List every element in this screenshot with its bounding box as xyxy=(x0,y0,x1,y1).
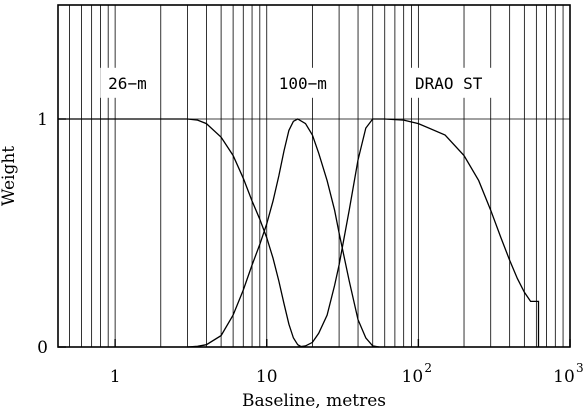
annotation-box-2 xyxy=(270,67,336,98)
y-axis-label: Weight xyxy=(0,146,19,206)
plot-frame xyxy=(57,4,571,348)
annotation-label-2: 100−m xyxy=(279,74,327,93)
x-tick-label: 10 xyxy=(256,367,278,387)
annotation-box-3 xyxy=(406,67,492,98)
x-tick-label: 10 xyxy=(402,367,424,387)
series-line-3 xyxy=(297,118,540,348)
x-tick-exponent: 2 xyxy=(424,361,432,375)
x-axis-label: Baseline, metres xyxy=(242,391,386,410)
annotation-label-1: 26−m xyxy=(108,74,147,93)
annotation-layer: 26−m 100−m DRAO ST xyxy=(100,67,492,98)
grid-layer xyxy=(58,5,570,347)
series-line-2 xyxy=(187,118,380,348)
tick-layer: 1 10 10 2 10 301 xyxy=(37,110,583,387)
annotation-label-3: DRAO ST xyxy=(415,74,483,93)
y-tick-label: 1 xyxy=(37,110,48,130)
annotation-box-1 xyxy=(100,67,156,98)
x-tick-label: 1 xyxy=(110,367,121,387)
y-tick-label: 0 xyxy=(37,338,48,358)
series-layer xyxy=(58,118,540,348)
x-tick-label: 10 xyxy=(553,367,575,387)
x-tick-exponent: 3 xyxy=(576,361,584,375)
series-line-1 xyxy=(58,118,303,348)
